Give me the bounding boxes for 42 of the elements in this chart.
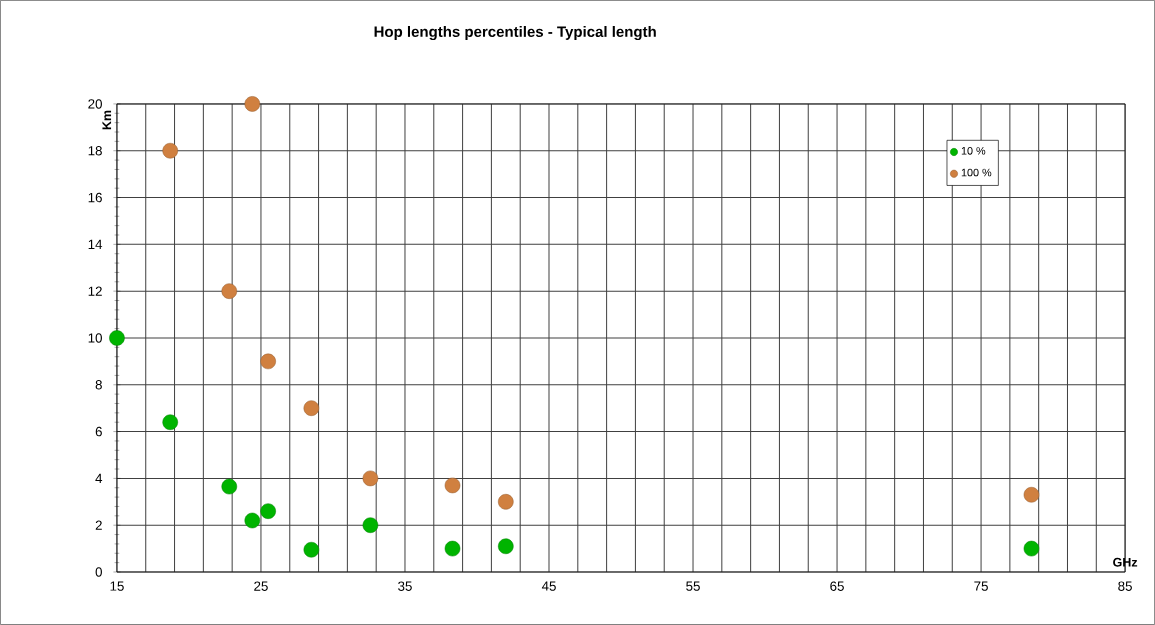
point [109, 330, 125, 346]
point [498, 494, 514, 510]
point [162, 143, 178, 159]
y-tick-label: 10 [88, 333, 102, 343]
point [303, 400, 320, 416]
point [498, 538, 514, 555]
x-tick-label: 15 [110, 581, 124, 591]
point [260, 353, 276, 370]
y-tick-label: 4 [95, 473, 103, 483]
x-tick-label: 25 [254, 581, 268, 591]
x-tick-label: 35 [398, 581, 412, 591]
y-tick-label: 8 [95, 380, 102, 390]
x-tick-label: 45 [541, 581, 556, 591]
point [362, 517, 379, 533]
point [244, 96, 261, 112]
y-tick-label: 6 [95, 426, 102, 437]
point [362, 470, 379, 487]
legend-label: 100 % [961, 168, 992, 177]
y-tick-label: 2 [95, 520, 102, 530]
x-tick-label: 55 [686, 581, 700, 591]
x-tick-label: 75 [974, 581, 988, 591]
legend-label: 10 % [961, 147, 986, 155]
point [444, 540, 461, 557]
point [1023, 487, 1040, 503]
point [221, 283, 238, 299]
y-tick-label: 14 [88, 239, 103, 249]
y-tick-label: 16 [88, 192, 102, 203]
y-tick-label: 20 [88, 99, 102, 109]
y-tick-label: 18 [88, 146, 102, 156]
x-tick-label: 85 [1118, 581, 1132, 591]
point [260, 503, 276, 519]
point [303, 542, 320, 558]
y-axis-title: Km [102, 110, 112, 130]
chart-title: Hop lengths percentiles - Typical length [374, 26, 656, 41]
y-tick-label: 0 [95, 567, 102, 577]
point [221, 478, 238, 495]
point [444, 477, 461, 494]
point [1023, 540, 1040, 557]
point [244, 512, 261, 529]
y-tick-label: 12 [88, 286, 102, 296]
x-tick-label: 65 [830, 581, 844, 591]
point [162, 414, 178, 430]
